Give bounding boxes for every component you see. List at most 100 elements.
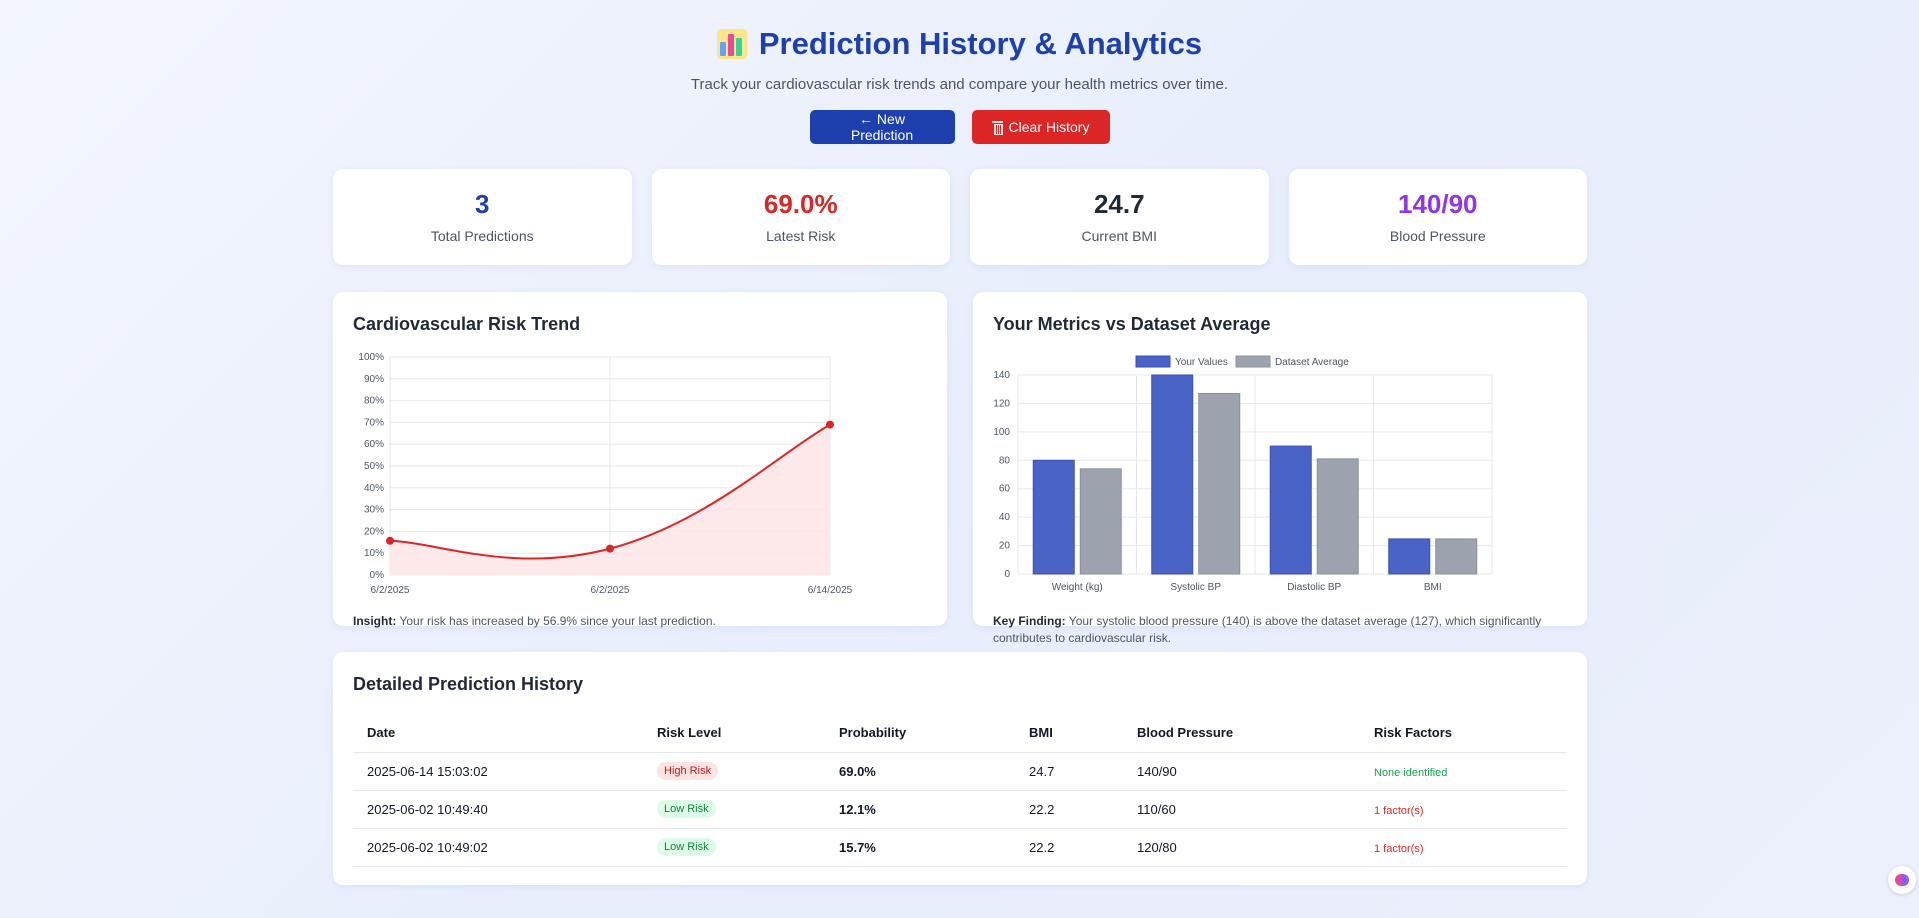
y-tick-label: 100 xyxy=(993,427,1010,438)
cell-blood-pressure: 110/60 xyxy=(1123,790,1360,829)
cell-risk-factors: 1 factor(s) xyxy=(1360,790,1567,829)
cell-risk-level: Low Risk xyxy=(643,828,825,867)
column-header-date: Date xyxy=(353,714,643,753)
legend-label: Dataset Average xyxy=(1275,357,1349,368)
legend-swatch xyxy=(1135,355,1171,368)
y-tick-label: 50% xyxy=(364,461,384,472)
stat-value: 140/90 xyxy=(1397,189,1478,219)
stat-label: Latest Risk xyxy=(766,228,836,244)
trash-icon xyxy=(991,121,1003,135)
metrics-comparison-title: Your Metrics vs Dataset Average xyxy=(993,314,1271,334)
stat-label: Blood Pressure xyxy=(1389,228,1486,244)
y-tick-label: 40% xyxy=(364,483,384,494)
x-tick-label: 6/14/2025 xyxy=(808,585,853,596)
table-row: 2025-06-02 10:49:40 Low Risk 12.1% 22.2 … xyxy=(353,790,1567,829)
cell-bmi: 24.7 xyxy=(1015,752,1123,791)
legend-swatch xyxy=(1235,355,1271,368)
history-title: Detailed Prediction History xyxy=(353,674,584,694)
risk-factors-text: None identified xyxy=(1374,766,1448,779)
cell-blood-pressure: 120/80 xyxy=(1123,828,1360,867)
your-value-bar xyxy=(1151,374,1194,575)
stat-label: Total Predictions xyxy=(430,228,534,244)
stat-value: 3 xyxy=(475,189,490,219)
prediction-history-card: Detailed Prediction History Date Risk Le… xyxy=(333,652,1587,885)
table-row: 2025-06-14 15:03:02 High Risk 69.0% 24.7… xyxy=(353,752,1567,791)
risk-badge: Low Risk xyxy=(657,800,716,818)
assistant-fab[interactable] xyxy=(1888,866,1916,894)
y-tick-label: 10% xyxy=(364,548,384,559)
page-subtitle: Track your cardiovascular risk trends an… xyxy=(690,76,1229,93)
y-tick-label: 0% xyxy=(370,570,385,581)
cell-risk-level: Low Risk xyxy=(643,790,825,829)
dataset-average-bar xyxy=(1316,458,1359,575)
column-header-blood-pressure: Blood Pressure xyxy=(1123,714,1360,753)
column-header-risk-factors: Risk Factors xyxy=(1360,714,1567,753)
x-tick-label: BMI xyxy=(1424,582,1442,593)
y-tick-label: 30% xyxy=(364,505,384,516)
insight-label: Insight: xyxy=(353,614,397,628)
stat-value: 69.0% xyxy=(763,189,838,219)
page-title: Prediction History & Analytics xyxy=(716,24,1203,64)
x-tick-label: 6/2/2025 xyxy=(371,585,410,596)
risk-badge: Low Risk xyxy=(657,838,716,856)
cell-risk-factors: None identified xyxy=(1360,752,1567,791)
stat-card-blood-pressure: 140/90 Blood Pressure xyxy=(1288,169,1587,265)
table-row: 2025-06-02 10:49:02 Low Risk 15.7% 22.2 … xyxy=(353,828,1567,867)
cell-date: 2025-06-02 10:49:40 xyxy=(353,790,643,829)
y-tick-label: 20% xyxy=(364,526,384,537)
stat-value: 24.7 xyxy=(1093,189,1145,219)
y-tick-label: 100% xyxy=(358,352,384,363)
cell-bmi: 22.2 xyxy=(1015,828,1123,867)
your-value-bar xyxy=(1032,459,1075,575)
finding-text: Your systolic blood pressure (140) is ab… xyxy=(993,614,1542,645)
cell-probability: 69.0% xyxy=(825,752,1015,791)
x-tick-label: Weight (kg) xyxy=(1052,582,1103,593)
cell-bmi: 22.2 xyxy=(1015,790,1123,829)
metrics-comparison-card: Your Metrics vs Dataset Average 0 20 40 60 8… xyxy=(973,292,1587,645)
y-tick-label: 80 xyxy=(999,455,1011,466)
x-tick-label: Systolic BP xyxy=(1170,582,1221,593)
stats-row: 3 Total Predictions 69.0% Latest Risk 24… xyxy=(333,169,1587,265)
your-value-bar xyxy=(1269,445,1312,575)
stat-card-current-bmi: 24.7 Current BMI xyxy=(970,169,1269,265)
dataset-average-bar xyxy=(1435,538,1478,575)
risk-factors-text: 1 factor(s) xyxy=(1374,804,1424,817)
risk-area-fill xyxy=(390,424,830,575)
risk-factors-text: 1 factor(s) xyxy=(1374,842,1424,855)
risk-data-point xyxy=(826,420,834,429)
y-tick-label: 0 xyxy=(1004,569,1010,580)
column-header-risk-level: Risk Level xyxy=(643,714,825,753)
y-tick-label: 120 xyxy=(993,398,1010,409)
bar-chart-icon xyxy=(716,29,747,59)
risk-data-point xyxy=(386,536,394,545)
stat-card-total-predictions: 3 Total Predictions xyxy=(333,169,632,265)
cell-risk-factors: 1 factor(s) xyxy=(1360,828,1567,867)
y-tick-label: 20 xyxy=(999,541,1011,552)
risk-trend-chart: 0% 10% 20% 30% 40% 50% 60% 70% 80% 90% 100% 6/2/202… xyxy=(358,352,853,596)
y-tick-label: 60 xyxy=(999,484,1011,495)
dataset-average-bar xyxy=(1079,468,1122,575)
clear-history-button[interactable]: Clear History xyxy=(971,110,1110,144)
y-tick-label: 140 xyxy=(993,370,1010,381)
metrics-comparison-chart: 0 20 40 60 80 100 120 140 Weight (kg) Systolic BP… xyxy=(993,355,1493,593)
y-tick-label: 40 xyxy=(999,512,1011,523)
clear-history-label: Clear History xyxy=(1008,119,1090,135)
cell-risk-level: High Risk xyxy=(643,752,825,791)
cell-blood-pressure: 140/90 xyxy=(1123,752,1360,791)
y-tick-label: 60% xyxy=(364,439,384,450)
finding-label: Key Finding: xyxy=(993,614,1066,628)
legend-label: Your Values xyxy=(1175,357,1228,368)
risk-insight: Insight: Your risk has increased by 56.9… xyxy=(353,613,913,630)
page-title-text: Prediction History & Analytics xyxy=(758,26,1203,61)
history-table: Date Risk Level Probability BMI Blood Pr… xyxy=(353,714,1567,867)
page-header: Prediction History & Analytics Track you… xyxy=(0,0,1919,144)
new-prediction-button[interactable]: ← New Prediction xyxy=(809,110,955,144)
key-finding: Key Finding: Your systolic blood pressur… xyxy=(993,613,1553,647)
header-actions: ← New Prediction Clear History xyxy=(0,110,1919,144)
cell-probability: 15.7% xyxy=(825,828,1015,867)
risk-badge: High Risk xyxy=(657,762,719,780)
brain-icon xyxy=(1895,874,1909,886)
column-header-probability: Probability xyxy=(825,714,1015,753)
column-header-bmi: BMI xyxy=(1015,714,1123,753)
insight-text: Your risk has increased by 56.9% since y… xyxy=(396,614,716,628)
